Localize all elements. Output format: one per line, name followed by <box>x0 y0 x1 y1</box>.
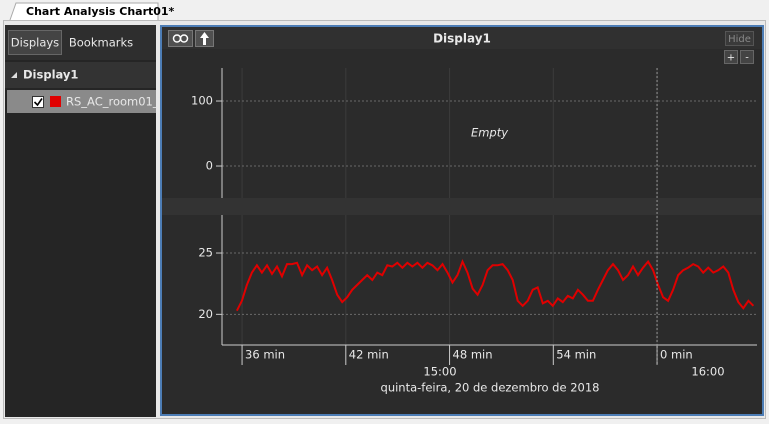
annotation: Empty <box>471 126 508 140</box>
link-icon <box>179 34 189 43</box>
group-header[interactable] <box>5 62 156 88</box>
hour-label: 15:00 <box>423 365 456 379</box>
checkbox[interactable] <box>32 96 44 108</box>
series-line <box>236 258 755 312</box>
x-axis-label: quinta-feira, 20 de dezembro de 2018 <box>381 381 600 395</box>
expand-icon[interactable] <box>11 72 17 78</box>
bookmarks-tab-label[interactable]: Bookmarks <box>69 36 133 50</box>
series-name: RS_AC_room01_T <box>66 95 167 109</box>
y-tick-label: 25 <box>198 246 213 260</box>
y-tick-label: 20 <box>198 307 213 321</box>
tab-title: Chart Analysis Chart01* <box>26 5 175 18</box>
checkmark <box>33 98 43 107</box>
group-title: Display1 <box>23 68 78 82</box>
x-tick-label: 42 min <box>349 348 389 362</box>
series-color <box>50 96 61 107</box>
zoom-out-label: - <box>745 53 749 64</box>
display-title: Display1 <box>433 32 491 46</box>
zoom-in-button[interactable] <box>724 50 738 64</box>
display-header <box>162 27 762 49</box>
pin-icon <box>200 32 209 45</box>
displays-tab-label: Displays <box>11 36 59 50</box>
x-tick-label: 36 min <box>245 348 285 362</box>
plot-area <box>222 68 757 198</box>
hide-button[interactable] <box>725 31 754 46</box>
chart-separator <box>162 198 762 215</box>
zoom-out-button[interactable] <box>740 50 754 64</box>
x-tick-label: 48 min <box>453 348 493 362</box>
plot-area <box>222 215 757 345</box>
hide-label: Hide <box>728 34 751 45</box>
x-tick-label: 0 min <box>660 348 693 362</box>
hour-label: 16:00 <box>691 365 724 379</box>
tab[interactable] <box>9 2 159 21</box>
zoom-in-label: + <box>727 53 735 64</box>
y-tick-label: 100 <box>191 94 213 108</box>
displays-tab[interactable] <box>8 30 62 55</box>
x-tick-label: 54 min <box>556 348 596 362</box>
series-row[interactable] <box>7 90 156 113</box>
y-tick-label: 0 <box>206 159 213 173</box>
